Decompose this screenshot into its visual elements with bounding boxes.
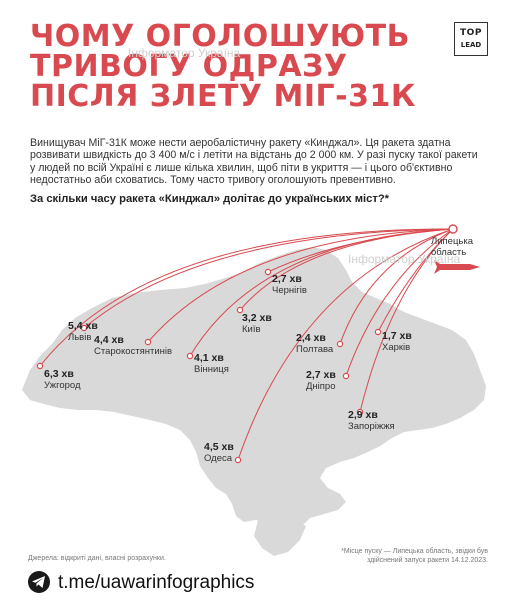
city-time: 2,9 хв (348, 409, 378, 421)
trajectory-vinnytsia (189, 228, 454, 357)
city-label-poltava: 2,4 хв Полтава (296, 332, 334, 356)
marker-vinnytsia (186, 352, 194, 360)
city-name: Чернігів (272, 285, 307, 296)
trajectory-lviv (83, 228, 454, 329)
crimea-silhouette (254, 514, 306, 556)
marker-poltava (336, 340, 344, 348)
missile-icon (434, 260, 480, 274)
city-name: Одеса (204, 453, 233, 464)
city-label-vinnytsia: 4,1 хв Вінниця (194, 352, 229, 376)
city-name: Старокостянтинів (94, 346, 173, 357)
launch-footnote: *Місце пуску — Липецька область, звідки … (341, 548, 488, 564)
city-label-zaporizhzhia: 2,9 хв Запоріжжя (348, 409, 395, 433)
marker-kyiv (236, 306, 244, 314)
city-label-chernihiv: 2,7 хв Чернігів (272, 273, 307, 297)
city-label-uzhhorod: 6,3 хв Ужгород (44, 368, 81, 392)
city-time: 1,7 хв (382, 330, 412, 342)
trajectory-dnipro (345, 228, 454, 377)
marker-starokostiantyniv (144, 338, 152, 346)
city-time: 6,3 хв (44, 368, 74, 380)
city-name: Запоріжжя (348, 421, 395, 432)
marker-odesa (234, 456, 242, 464)
watermark-map-text: Інформатор Україна (348, 252, 461, 266)
city-name: Київ (242, 324, 261, 335)
headline-line-1: ЧОМУ ОГОЛОШУЮТЬ (30, 19, 410, 54)
city-name: Дніпро (306, 381, 336, 392)
telegram-channel-link[interactable]: t.me/uawarinfographics (58, 572, 255, 593)
trajectory-zaporizhzhia (359, 228, 454, 413)
city-time: 5,4 хв (68, 320, 98, 332)
city-name: Львів (68, 332, 92, 343)
city-time: 2,7 хв (306, 369, 336, 381)
trajectory-poltava (339, 228, 454, 345)
telegram-plane-icon (32, 576, 45, 588)
trajectories (39, 228, 454, 461)
sources-footnote: Джерела: відкриті дані, власні розрахунк… (28, 555, 166, 562)
origin-line-2: область (431, 247, 467, 258)
origin-line-1: Липецька (431, 236, 474, 247)
top-lead-logo: TOP LEAD (454, 22, 488, 56)
trajectory-uzhhorod (39, 228, 454, 367)
city-name: Вінниця (194, 364, 229, 375)
city-time: 4,4 хв (94, 334, 124, 346)
city-label-dnipro: 2,7 хв Дніпро (306, 369, 336, 393)
ukraine-silhouette (22, 247, 486, 534)
city-time: 4,5 хв (204, 441, 234, 453)
marker-chernihiv (264, 268, 272, 276)
marker-dnipro (342, 372, 350, 380)
city-label-kyiv: 3,2 хв Київ (242, 312, 272, 336)
city-label-kharkiv: 1,7 хв Харків (382, 330, 412, 354)
marker-kharkiv (374, 328, 382, 336)
city-name: Полтава (296, 344, 334, 355)
logo-line-1: TOP (460, 28, 482, 38)
marker-uzhhorod (36, 362, 44, 370)
headline-line-2: ТРИВОГУ ОДРАЗУ (30, 49, 348, 84)
city-label-starokostiantyniv: 4,4 хв Старокостянтинів (94, 334, 173, 358)
logo-line-2: LEAD (460, 41, 482, 49)
marker-lviv (80, 324, 88, 332)
city-time: 4,1 хв (194, 352, 224, 364)
telegram-icon[interactable] (28, 571, 50, 593)
trajectory-odesa (237, 228, 454, 461)
headline-line-3: ПІСЛЯ ЗЛЕТУ МІГ-31К (30, 79, 416, 114)
intro-text: Винищувач МіГ-31К може нести аеробалісти… (30, 136, 478, 187)
watermark-map: Інформатор Україна (348, 252, 460, 266)
origin-marker (448, 224, 458, 234)
question-heading: За скільки часу ракета «Кинджал» долітає… (30, 193, 390, 205)
city-label-lviv: 5,4 хв Львів (68, 320, 98, 344)
marker-zaporizhzhia (356, 408, 364, 416)
city-name: Харків (382, 342, 411, 353)
city-label-odesa: 4,5 хв Одеса (204, 441, 234, 465)
headline: ЧОМУ ОГОЛОШУЮТЬ ТРИВОГУ ОДРАЗУ ПІСЛЯ ЗЛЕ… (30, 22, 416, 112)
city-name: Ужгород (44, 380, 81, 391)
city-time: 2,7 хв (272, 273, 302, 285)
city-time: 3,2 хв (242, 312, 272, 324)
city-time: 2,4 хв (296, 332, 326, 344)
trajectory-starokostiantyniv (147, 228, 454, 343)
origin-label: Липецька область (431, 236, 473, 258)
watermark-top: Інформатор Україна (128, 46, 241, 60)
city-markers (36, 268, 382, 464)
